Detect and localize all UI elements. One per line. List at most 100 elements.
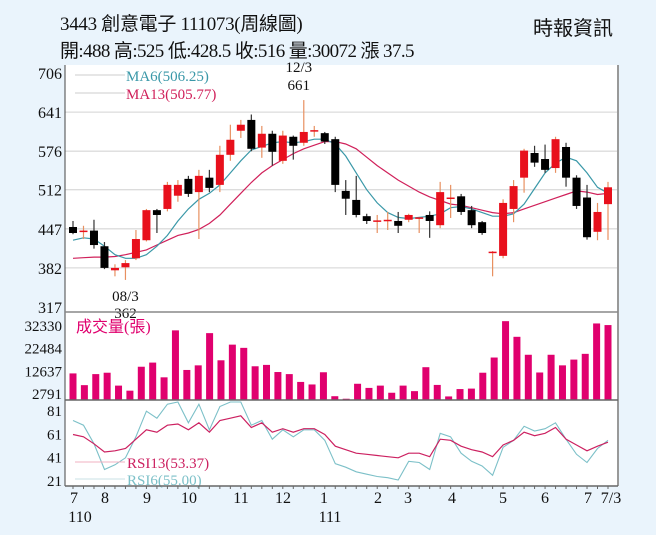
volume-bar <box>160 377 168 400</box>
candle <box>509 180 518 223</box>
price-tick-label: 641 <box>38 105 62 122</box>
rsi-tick-label: 61 <box>47 427 62 443</box>
candle <box>593 202 602 241</box>
volume-bar <box>149 362 157 400</box>
volume-bar <box>456 389 464 400</box>
candle <box>205 169 214 193</box>
volume-bar <box>297 381 305 400</box>
ma6-line <box>72 138 609 259</box>
candle <box>604 181 612 240</box>
candle <box>415 217 424 234</box>
candle <box>184 175 193 197</box>
candle <box>131 230 140 261</box>
legend-rsi13: RSI13(53.37) <box>127 456 209 472</box>
candle <box>236 119 245 138</box>
candle <box>69 220 77 235</box>
price-tick-label: 382 <box>38 261 62 278</box>
x-tick-label: 7/3 <box>601 490 621 507</box>
volume-bar <box>126 390 134 400</box>
x-tick-label: 1 <box>320 490 328 507</box>
candle <box>121 260 130 280</box>
candle <box>446 184 455 218</box>
volume-bar <box>479 372 487 400</box>
volume-tick-label: 12637 <box>25 364 63 380</box>
ma-legend: MA6(506.25) MA13(505.77) <box>75 69 216 103</box>
volume-bar <box>593 323 601 400</box>
candle <box>278 130 287 164</box>
volume-bar <box>103 372 111 400</box>
rsi-tick-label: 81 <box>47 404 62 420</box>
candle <box>394 211 403 234</box>
candle <box>520 148 529 193</box>
volume-bar <box>513 336 521 400</box>
candle <box>352 175 361 218</box>
price-tick-label: 512 <box>38 183 62 200</box>
candle <box>436 181 445 229</box>
candle <box>341 180 350 215</box>
price-tick-label: 317 <box>38 300 62 317</box>
volume-bar <box>137 366 145 400</box>
candle <box>478 220 487 235</box>
volume-bar <box>376 385 384 400</box>
candle <box>194 169 203 240</box>
price-tick-label: 576 <box>38 144 62 161</box>
candle <box>362 213 371 224</box>
volume-bar <box>467 388 475 400</box>
x-tick-label: 11 <box>233 490 248 507</box>
volume-bar <box>240 347 248 400</box>
volume-bar <box>274 372 282 400</box>
volume-bar <box>228 344 236 400</box>
volume-bar <box>308 384 316 400</box>
candle <box>467 205 476 229</box>
volume-tick-label: 2791 <box>32 387 62 403</box>
candle <box>383 211 392 231</box>
volume-tick-label: 32330 <box>25 319 63 335</box>
candle <box>152 208 161 234</box>
legend-ma6: MA6(506.25) <box>126 69 209 85</box>
candle <box>373 214 382 234</box>
rsi6-line <box>72 401 609 481</box>
candle <box>488 251 497 277</box>
volume-bar <box>251 366 259 400</box>
volume-bar <box>206 333 214 400</box>
volume-bar <box>388 392 396 400</box>
candle <box>163 181 172 212</box>
x-tick-label: 6 <box>541 490 549 507</box>
moving-average-lines <box>72 138 609 259</box>
volume-bar <box>365 387 373 400</box>
volume-bar <box>433 384 441 400</box>
volume-bar <box>285 374 293 400</box>
volume-bar <box>570 359 578 400</box>
volume-bar <box>536 372 544 400</box>
candle <box>457 193 466 215</box>
x-tick-label: 5 <box>499 490 507 507</box>
volume-bar <box>399 385 407 400</box>
candle <box>541 144 550 173</box>
brand-label: 時報資訊 <box>533 18 613 40</box>
candle <box>530 145 539 167</box>
candle <box>551 136 560 173</box>
x-tick-label: 2 <box>374 490 382 507</box>
x-tick-label: 3 <box>404 490 412 507</box>
rsi-tick-label: 41 <box>47 451 62 467</box>
candle <box>583 184 592 240</box>
volume-bar <box>445 396 453 400</box>
volume-bars: 32330 22484 12637 2791 成交量(張) <box>25 318 612 403</box>
volume-bar <box>319 372 327 400</box>
volume-bar <box>558 365 566 400</box>
volume-bar <box>217 360 225 400</box>
rsi-lines: 81 61 41 21 RSI13(53.37)RSI6(55.00) <box>47 401 609 490</box>
chart-title: 3443 創意電子 111073(周線圖) <box>60 14 303 35</box>
price-stats: 開:488 高:525 低:428.5 收:516 量:30072 漲 37.5 <box>60 41 415 62</box>
candle <box>257 125 266 158</box>
candle <box>404 213 413 223</box>
plot-area <box>65 65 618 486</box>
x-tick-label: 10 <box>181 490 197 507</box>
candle <box>226 124 235 161</box>
x-tick-label: 12 <box>275 490 291 507</box>
volume-bar <box>524 354 532 400</box>
volume-bar <box>171 330 179 400</box>
volume-bar <box>194 365 202 400</box>
